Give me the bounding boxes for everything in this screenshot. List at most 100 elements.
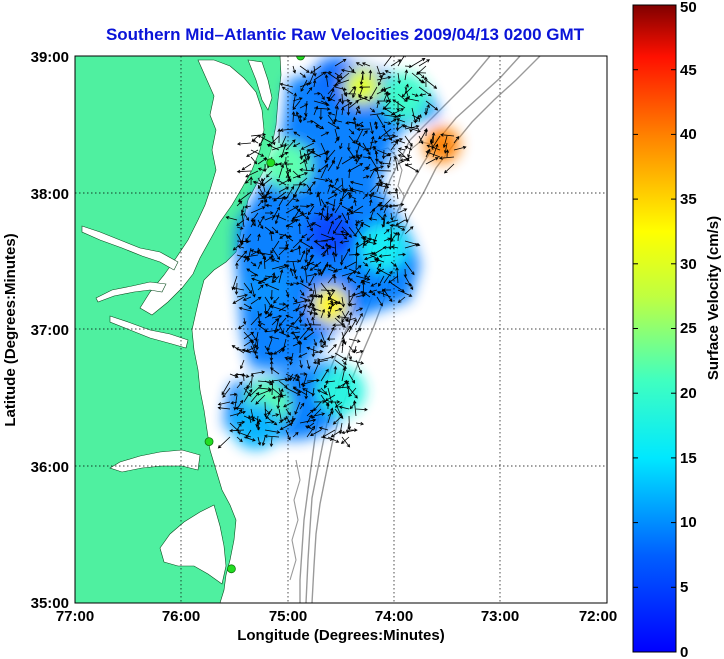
velocity-vector: [292, 304, 308, 312]
velocity-vector: [368, 193, 385, 200]
velocity-vector: [257, 321, 266, 326]
velocity-vector: [257, 389, 273, 396]
velocity-vector: [324, 380, 336, 384]
velocity-vector: [243, 255, 248, 263]
velocity-vector: [246, 268, 259, 277]
velocity-vector: [397, 93, 408, 102]
velocity-vector: [327, 160, 335, 172]
velocity-vector: [418, 128, 428, 144]
velocity-vector: [376, 212, 385, 221]
x-tick-label: 75:00: [269, 608, 307, 625]
velocity-vector: [299, 323, 309, 327]
velocity-vector: [355, 421, 365, 426]
velocity-vector: [369, 165, 384, 172]
velocity-vector: [272, 275, 280, 284]
velocity-vector: [298, 340, 303, 354]
river-rappahannock: [95, 281, 167, 303]
velocity-vector: [313, 212, 323, 216]
velocity-patch: [317, 367, 365, 416]
velocity-vector: [311, 316, 315, 326]
velocity-vector: [396, 100, 400, 112]
velocity-vector: [394, 187, 399, 200]
velocity-vector: [292, 431, 299, 438]
velocity-vector: [418, 86, 432, 97]
velocity-vector: [388, 233, 393, 251]
velocity-vector: [301, 233, 308, 239]
velocity-vector: [355, 107, 361, 115]
velocity-vector: [334, 86, 347, 91]
velocity-vector: [327, 183, 332, 193]
velocity-vector: [292, 238, 303, 249]
colorbar-gradient: [632, 4, 677, 653]
velocity-vector: [278, 186, 290, 193]
velocity-vector: [369, 135, 375, 151]
velocity-vector: [313, 239, 329, 244]
velocity-vector: [353, 199, 357, 207]
velocity-vector: [341, 155, 356, 165]
velocity-vector: [392, 99, 406, 109]
velocity-vector: [313, 150, 330, 158]
velocity-vector: [376, 263, 382, 270]
velocity-vector: [263, 163, 267, 173]
velocity-vector: [331, 251, 336, 263]
velocity-vector: [320, 237, 336, 242]
velocity-vector: [339, 254, 344, 266]
velocity-vector: [333, 219, 343, 235]
velocity-vector: [383, 114, 399, 119]
velocity-vector: [374, 121, 378, 130]
velocity-vector: [385, 219, 399, 225]
velocity-vector: [279, 422, 294, 430]
velocity-vector: [355, 359, 363, 374]
velocity-vector: [330, 429, 343, 438]
velocity-vector: [231, 345, 245, 354]
velocity-vector: [274, 212, 280, 225]
plot-frame: [74, 55, 608, 604]
velocity-vector: [278, 324, 284, 334]
velocity-vector: [383, 182, 388, 193]
velocity-vector: [281, 86, 294, 95]
velocity-vector: [361, 62, 371, 67]
velocity-vector: [404, 69, 409, 81]
velocity-vector: [245, 429, 252, 439]
velocity-vector: [289, 352, 294, 366]
velocity-vector: [336, 156, 343, 170]
velocity-vector: [278, 380, 288, 389]
velocity-vector: [356, 219, 364, 224]
velocity-vector: [270, 305, 287, 312]
velocity-vector: [306, 86, 313, 95]
velocity-vector: [271, 272, 276, 284]
velocity-vector: [312, 359, 329, 365]
velocity-vector: [327, 302, 334, 319]
velocity-vector: [364, 254, 378, 261]
velocity-vector: [241, 163, 252, 171]
velocity-vector: [290, 331, 301, 335]
velocity-vector: [234, 406, 245, 411]
velocity-vector: [334, 352, 348, 361]
velocity-vector: [397, 147, 406, 151]
velocity-vector: [345, 121, 357, 125]
velocity-vector: [355, 128, 364, 144]
velocity-vector: [404, 261, 415, 276]
velocity-vector: [355, 223, 364, 235]
velocity-vector: [292, 281, 301, 286]
x-tick-label: 77:00: [56, 608, 94, 625]
velocity-vector: [264, 415, 278, 426]
velocity-patch: [380, 73, 429, 122]
velocity-vector: [306, 148, 315, 158]
velocity-vector: [414, 114, 420, 123]
velocity-vector: [355, 312, 363, 326]
velocity-vector: [325, 201, 336, 207]
velocity-vector: [308, 275, 315, 287]
velocity-vector: [278, 408, 283, 424]
velocity-vector: [341, 98, 351, 103]
velocity-vector: [327, 326, 335, 340]
velocity-vector: [362, 166, 369, 172]
velocity-vector: [278, 331, 291, 338]
velocity-vector: [383, 270, 393, 284]
velocity-vector: [300, 142, 315, 150]
velocity-vector: [358, 85, 371, 89]
velocity-vector: [348, 387, 357, 397]
velocity-vector: [355, 239, 370, 249]
velocity-vector: [285, 377, 293, 382]
